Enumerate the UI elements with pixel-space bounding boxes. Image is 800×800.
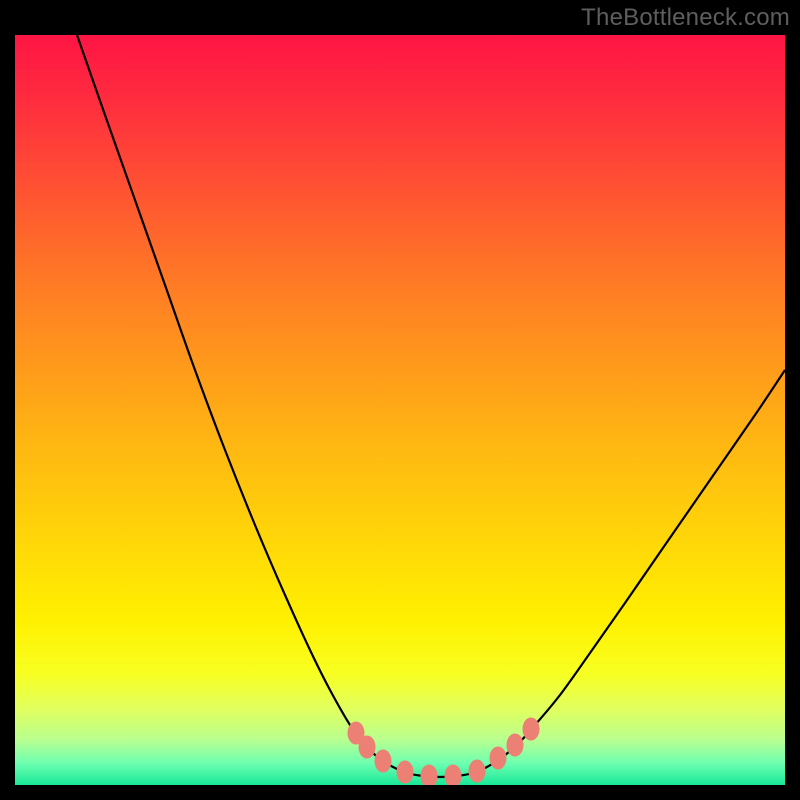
- curve-marker: [397, 761, 413, 783]
- watermark-text: TheBottleneck.com: [581, 4, 790, 32]
- chart-background: [15, 35, 785, 785]
- curve-marker: [375, 750, 391, 772]
- curve-marker: [359, 736, 375, 758]
- curve-marker: [421, 765, 437, 785]
- curve-marker: [507, 734, 523, 756]
- curve-marker: [523, 718, 539, 740]
- curve-marker: [445, 765, 461, 785]
- plot-area: [15, 35, 785, 785]
- curve-marker: [490, 747, 506, 769]
- chart-svg: [15, 35, 785, 785]
- curve-marker: [469, 760, 485, 782]
- chart-frame: TheBottleneck.com: [0, 0, 800, 800]
